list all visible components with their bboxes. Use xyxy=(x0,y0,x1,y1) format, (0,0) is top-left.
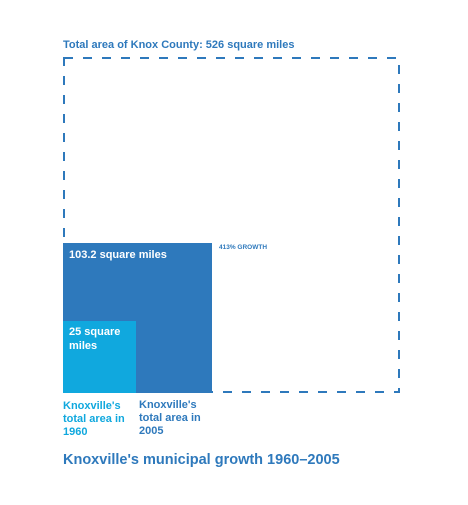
area-2005-value-label: 103.2 square miles xyxy=(69,249,167,261)
knoxville-1960-area-square: 25 square miles xyxy=(63,321,136,393)
knox-county-boundary xyxy=(63,57,400,393)
diagram-title: Knoxville's municipal growth 1960–2005 xyxy=(63,452,340,468)
growth-label: 413% GROWTH xyxy=(219,244,268,251)
caption-1960: Knoxville's total area in 1960 xyxy=(63,400,125,438)
caption-2005: Knoxville's total area in 2005 xyxy=(139,399,201,437)
county-total-label: Total area of Knox County: 526 square mi… xyxy=(63,39,295,51)
area-1960-value-label: 25 square miles xyxy=(69,326,121,352)
knoxville-2005-area-square: 103.2 square miles xyxy=(63,243,212,393)
